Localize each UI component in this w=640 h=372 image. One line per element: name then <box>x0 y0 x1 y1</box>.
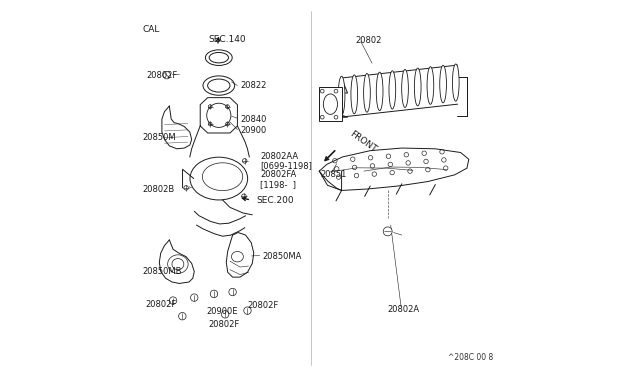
Ellipse shape <box>402 70 408 108</box>
Circle shape <box>383 227 392 236</box>
Ellipse shape <box>364 74 371 112</box>
Text: 20840: 20840 <box>240 115 266 124</box>
Ellipse shape <box>205 50 232 65</box>
Text: SEC.140: SEC.140 <box>209 35 246 44</box>
Text: [0699-1198]: [0699-1198] <box>260 161 312 170</box>
Text: 20802F: 20802F <box>209 320 239 329</box>
Ellipse shape <box>338 76 345 115</box>
Ellipse shape <box>323 94 337 115</box>
Circle shape <box>179 312 186 320</box>
Text: 20802F: 20802F <box>248 301 278 310</box>
Ellipse shape <box>168 255 188 273</box>
Ellipse shape <box>376 72 383 110</box>
Bar <box>319 87 342 121</box>
Text: 20900: 20900 <box>240 126 266 135</box>
Ellipse shape <box>452 64 459 101</box>
Text: CAL: CAL <box>142 25 159 34</box>
Circle shape <box>191 294 198 301</box>
Ellipse shape <box>414 68 421 106</box>
Text: ^208C 00 8: ^208C 00 8 <box>449 353 493 362</box>
Text: 20802F: 20802F <box>146 71 177 80</box>
Circle shape <box>211 290 218 298</box>
Text: 20802B: 20802B <box>142 185 175 194</box>
Text: 20802F: 20802F <box>145 300 177 309</box>
Text: 20802FA: 20802FA <box>260 170 297 179</box>
Ellipse shape <box>440 65 447 103</box>
Text: 20822: 20822 <box>240 81 266 90</box>
Circle shape <box>229 288 236 296</box>
Ellipse shape <box>207 103 231 128</box>
Circle shape <box>244 307 251 314</box>
Circle shape <box>163 71 170 79</box>
Text: 20802A: 20802A <box>387 305 419 314</box>
Ellipse shape <box>172 259 184 270</box>
Text: [1198-  ]: [1198- ] <box>260 180 296 189</box>
Ellipse shape <box>207 79 230 92</box>
Text: FRONT: FRONT <box>348 129 378 154</box>
Text: SEC.200: SEC.200 <box>257 196 294 205</box>
Text: 20850MB: 20850MB <box>142 267 182 276</box>
Ellipse shape <box>203 76 235 95</box>
Text: 20802AA: 20802AA <box>260 152 299 161</box>
Ellipse shape <box>351 75 358 114</box>
Ellipse shape <box>389 71 396 109</box>
Text: 20802: 20802 <box>355 36 381 45</box>
Text: 20850MA: 20850MA <box>262 252 301 261</box>
Ellipse shape <box>427 67 434 104</box>
Circle shape <box>170 297 177 304</box>
Text: 20850M: 20850M <box>142 133 176 142</box>
Text: 20851: 20851 <box>320 170 346 179</box>
Ellipse shape <box>232 251 243 262</box>
Ellipse shape <box>190 157 248 200</box>
Circle shape <box>221 311 229 318</box>
Ellipse shape <box>202 163 243 190</box>
Ellipse shape <box>209 52 228 63</box>
Text: 20900E: 20900E <box>207 307 238 316</box>
